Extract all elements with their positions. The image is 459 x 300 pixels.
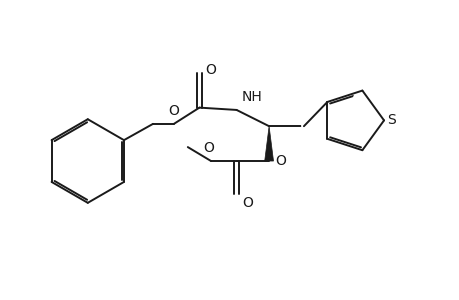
- Text: O: O: [274, 154, 285, 168]
- Text: S: S: [386, 113, 395, 128]
- Text: NH: NH: [241, 90, 262, 104]
- Text: O: O: [203, 141, 214, 155]
- Text: O: O: [242, 196, 253, 210]
- Polygon shape: [347, 89, 407, 146]
- Text: O: O: [168, 104, 179, 118]
- Text: O: O: [205, 64, 216, 77]
- Polygon shape: [264, 126, 273, 161]
